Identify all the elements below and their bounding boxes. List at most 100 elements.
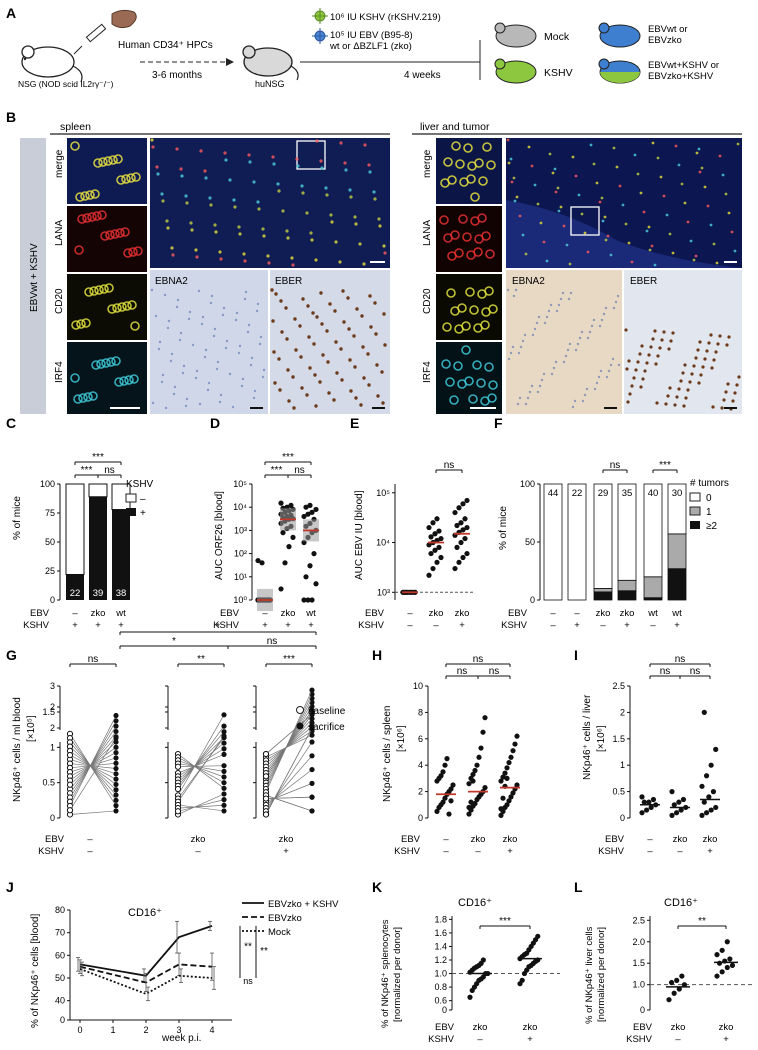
cell-ring: [119, 376, 129, 386]
cell-dot: [724, 192, 728, 196]
j-series-line: [79, 963, 213, 984]
g-sacrifice-point: [113, 760, 119, 766]
cell-ring: [464, 376, 474, 386]
g-pair-line: [177, 754, 225, 774]
eber-dot: [656, 354, 660, 358]
g-pair-line: [177, 804, 225, 812]
panel-letter-e: E: [350, 415, 359, 431]
cell-dot: [730, 230, 734, 234]
h-point: [466, 781, 472, 787]
f-ebv-label: zko: [596, 608, 611, 619]
cell-dot: [349, 195, 353, 199]
eber-dot: [641, 377, 645, 381]
h-point: [502, 770, 508, 776]
d-point: [259, 560, 265, 566]
g-sacrifice-point: [113, 712, 119, 719]
eber-dot: [375, 363, 379, 367]
spleen-label: spleen: [60, 121, 91, 133]
j-ytick-label: 40: [55, 996, 65, 1006]
nucleus-dot: [550, 372, 554, 376]
eber-dot: [315, 315, 319, 319]
cell-dot: [166, 226, 170, 230]
eber-dot: [624, 328, 628, 332]
row-label-merge: merge: [54, 149, 65, 178]
i-point: [710, 789, 717, 795]
d-row-kshv: KSHV: [213, 620, 240, 631]
c-bar-neg: [88, 483, 108, 498]
nucleus-dot: [581, 399, 585, 403]
nucleus-dot: [564, 354, 568, 358]
nucleus-dot: [562, 360, 566, 364]
nucleus-dot: [246, 330, 250, 334]
d-ebv-label: zko: [281, 608, 296, 619]
g-kshv-label: –: [195, 846, 201, 857]
j-xtick-label: 1: [110, 1025, 115, 1035]
nucleus-dot: [545, 315, 549, 319]
g-pair-line: [177, 742, 225, 780]
k-ebv-label: zko: [473, 1022, 488, 1033]
cell-dot: [518, 214, 522, 218]
cell-ring: [93, 158, 103, 168]
cell-dot: [358, 242, 362, 246]
d-point: [307, 563, 313, 569]
cell-dot: [721, 173, 725, 177]
cell-ring: [78, 393, 88, 403]
nucleus-dot: [509, 351, 513, 355]
eber-dot: [726, 382, 730, 386]
eber-dot: [354, 396, 358, 400]
c-row-ebv: EBV: [30, 608, 50, 619]
cell-dot: [689, 239, 693, 243]
cell-ring: [96, 359, 106, 369]
eber-dot: [682, 404, 686, 408]
cell-ring: [463, 143, 473, 153]
cell-dot: [539, 221, 543, 225]
panel-letter-g: G: [6, 647, 17, 663]
cell-dot: [252, 180, 256, 184]
cell-ring: [103, 156, 113, 166]
panel-g: G NKp46⁺ cells / ml blood [×10⁵] 0 0.5 1 1.…: [6, 622, 346, 857]
cell-dot: [155, 165, 159, 169]
cell-ring: [87, 212, 97, 222]
cell-ring: [100, 231, 110, 241]
cell-dot: [606, 234, 610, 238]
c-ebv-label: zko: [91, 608, 106, 619]
cell-dot: [577, 193, 581, 197]
liver-row-label-cd20: CD20: [422, 288, 433, 314]
cell-ring: [465, 287, 475, 297]
k-ytick-label: 1.8: [434, 914, 447, 924]
cell-dot: [218, 250, 222, 254]
cell-ring: [101, 358, 111, 368]
cell-dot: [647, 225, 651, 229]
eber-dot: [667, 347, 671, 351]
nucleus-dot: [595, 381, 599, 385]
l-point: [668, 979, 675, 986]
i-point: [703, 810, 710, 816]
f-bar-seg: [543, 483, 563, 601]
cell-dot: [589, 143, 593, 147]
f-legend-0: 0: [706, 493, 712, 504]
nucleus-dot: [530, 384, 534, 388]
cell-dot: [315, 139, 319, 143]
nucleus-dot: [228, 372, 232, 376]
j-legend-mock: Mock: [268, 927, 291, 938]
i-point: [708, 762, 714, 768]
cell-ring: [472, 360, 482, 370]
cell-ring: [441, 359, 451, 369]
cell-dot: [510, 180, 514, 184]
d-point: [282, 560, 288, 566]
h-point: [450, 782, 456, 788]
ebv-dose-2: wt or ΔBZLF1 (zko): [329, 41, 412, 52]
h-ytick-label: 4: [418, 760, 423, 770]
k-row-ebv: EBV: [435, 1022, 455, 1033]
cell-ring: [128, 247, 138, 257]
g-pair-line: [177, 731, 225, 787]
e-point: [454, 544, 460, 550]
eber-dot: [673, 403, 677, 407]
eber-dot: [292, 406, 296, 410]
cell-dot: [160, 192, 164, 196]
h-point: [466, 811, 472, 817]
liver-row-label-lana: LANA: [422, 220, 433, 246]
mouse-icon-ebv: [598, 22, 641, 48]
